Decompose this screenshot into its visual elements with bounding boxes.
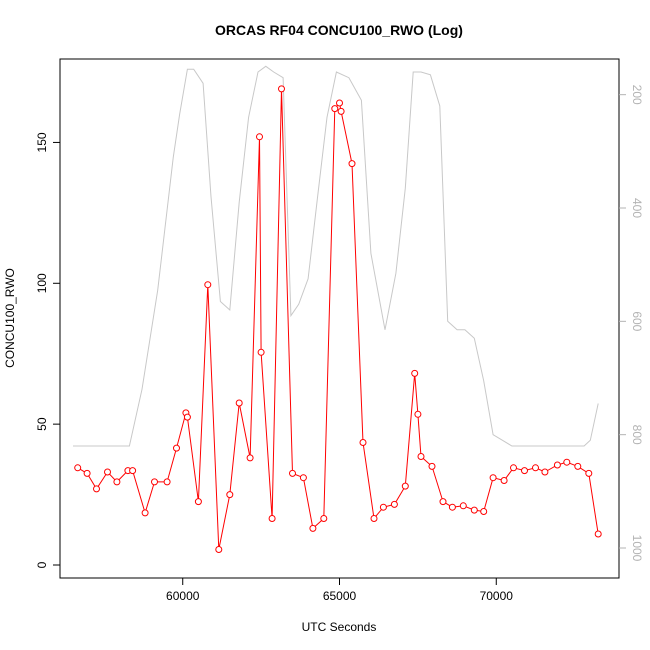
- y-tick-label: 0: [35, 561, 49, 568]
- data-point: [411, 369, 419, 377]
- data-point: [521, 467, 528, 475]
- data-point: [417, 453, 425, 460]
- data-point: [510, 464, 517, 472]
- data-point: [500, 477, 508, 484]
- data-point: [278, 85, 285, 93]
- data-point: [74, 464, 82, 472]
- data-point: [459, 502, 467, 510]
- data-point: [553, 461, 561, 469]
- series-layer: [73, 65, 602, 553]
- data-point: [414, 410, 422, 418]
- y-tick-label: 150: [35, 132, 49, 152]
- data-point: [83, 469, 91, 477]
- data-point: [183, 413, 191, 421]
- data-point: [309, 524, 317, 532]
- data-point: [439, 498, 447, 506]
- data-point: [173, 444, 180, 452]
- data-point: [299, 474, 307, 482]
- data-point: [370, 515, 378, 522]
- data-point: [336, 99, 343, 107]
- x-tick-label: 65000: [323, 589, 357, 603]
- x-tick-label: 60000: [166, 589, 200, 603]
- data-point: [541, 468, 549, 476]
- data-point: [489, 474, 497, 482]
- data-point: [428, 462, 436, 470]
- y-tick-label: 100: [35, 273, 49, 293]
- right-tick-label: 200: [630, 85, 644, 105]
- data-point: [194, 498, 202, 506]
- data-point: [331, 105, 339, 113]
- chart-title: ORCAS RF04 CONCU100_RWO (Log): [215, 22, 463, 38]
- data-point: [257, 348, 265, 356]
- data-point: [163, 478, 171, 486]
- data-point: [390, 500, 398, 508]
- data-point: [93, 485, 100, 493]
- data-point: [226, 491, 234, 499]
- data-point: [480, 508, 488, 515]
- data-point: [141, 509, 149, 517]
- data-point: [470, 506, 478, 514]
- x-axis: 60000 65000 70000: [166, 578, 513, 603]
- right-axis: 200 400 600 800 1000: [619, 85, 644, 562]
- y-axis-label: CONCU100_RWO: [3, 268, 17, 368]
- data-point: [448, 503, 456, 511]
- right-tick-label: 400: [630, 198, 644, 218]
- gray-series-line: [73, 65, 599, 447]
- data-point: [348, 160, 356, 168]
- right-tick-label: 800: [630, 425, 644, 445]
- y-axis: 0 50 100 150: [35, 132, 60, 568]
- data-point: [320, 515, 328, 522]
- data-point: [574, 462, 582, 470]
- data-point: [532, 464, 539, 472]
- data-point: [246, 454, 254, 462]
- data-point: [337, 107, 345, 115]
- y-tick-label: 50: [35, 417, 49, 431]
- data-point: [585, 469, 593, 477]
- data-point: [151, 478, 158, 486]
- data-point: [104, 468, 111, 476]
- x-axis-label: UTC Seconds: [302, 620, 377, 634]
- data-point: [289, 469, 296, 477]
- data-point: [268, 515, 276, 522]
- right-tick-label: 1000: [630, 535, 644, 562]
- data-point: [204, 281, 212, 289]
- data-point: [563, 458, 571, 466]
- data-point: [235, 399, 243, 407]
- plot-frame: [59, 58, 620, 579]
- data-point: [359, 439, 367, 446]
- data-point: [215, 546, 223, 553]
- right-tick-label: 600: [630, 311, 644, 331]
- data-point: [401, 482, 409, 490]
- data-point: [256, 133, 263, 141]
- data-point: [594, 530, 602, 538]
- data-point: [113, 478, 121, 486]
- x-tick-label: 70000: [480, 589, 514, 603]
- data-point: [129, 467, 137, 475]
- data-point: [379, 503, 387, 511]
